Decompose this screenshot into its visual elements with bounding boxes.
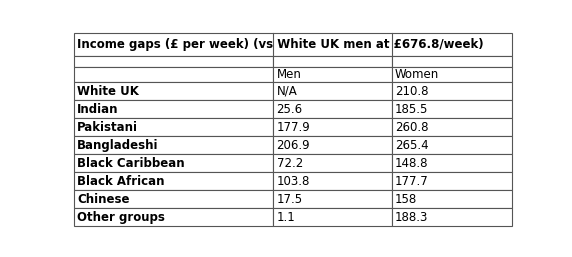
- Bar: [273, 56, 392, 67]
- Bar: [392, 56, 513, 67]
- Bar: [273, 208, 392, 226]
- Text: 188.3: 188.3: [395, 211, 428, 224]
- Bar: [74, 100, 273, 118]
- Text: 17.5: 17.5: [276, 193, 303, 206]
- Bar: [273, 82, 392, 100]
- Bar: [392, 100, 513, 118]
- Bar: [273, 118, 392, 136]
- Text: Black Caribbean: Black Caribbean: [77, 157, 185, 170]
- Text: 210.8: 210.8: [395, 85, 428, 98]
- Bar: [74, 190, 273, 208]
- Bar: [273, 67, 392, 82]
- Text: 177.7: 177.7: [395, 175, 428, 188]
- Bar: [74, 208, 273, 226]
- Bar: [74, 136, 273, 154]
- Text: 185.5: 185.5: [395, 103, 428, 116]
- Bar: [74, 172, 273, 190]
- Bar: [74, 82, 273, 100]
- Text: Chinese: Chinese: [77, 193, 129, 206]
- Text: Men: Men: [276, 68, 301, 81]
- Text: 206.9: 206.9: [276, 139, 310, 152]
- Text: 260.8: 260.8: [395, 121, 428, 134]
- Text: Indian: Indian: [77, 103, 118, 116]
- Text: Income gaps (£ per week) (vs White UK men at £676.8/week): Income gaps (£ per week) (vs White UK me…: [77, 38, 483, 51]
- Bar: [273, 136, 392, 154]
- Text: Women: Women: [395, 68, 439, 81]
- Text: 158: 158: [395, 193, 417, 206]
- Text: Bangladeshi: Bangladeshi: [77, 139, 158, 152]
- Bar: [74, 33, 513, 56]
- Text: White UK: White UK: [77, 85, 139, 98]
- Text: 148.8: 148.8: [395, 157, 428, 170]
- Bar: [273, 172, 392, 190]
- Bar: [392, 154, 513, 172]
- Bar: [392, 118, 513, 136]
- Text: 103.8: 103.8: [276, 175, 310, 188]
- Bar: [74, 56, 273, 67]
- Bar: [392, 67, 513, 82]
- Text: 1.1: 1.1: [276, 211, 295, 224]
- Bar: [392, 82, 513, 100]
- Text: 25.6: 25.6: [276, 103, 303, 116]
- Bar: [273, 100, 392, 118]
- Bar: [392, 136, 513, 154]
- Text: N/A: N/A: [276, 85, 297, 98]
- Text: 177.9: 177.9: [276, 121, 310, 134]
- Text: 72.2: 72.2: [276, 157, 303, 170]
- Bar: [392, 172, 513, 190]
- Bar: [273, 190, 392, 208]
- Bar: [74, 67, 273, 82]
- Bar: [392, 208, 513, 226]
- Bar: [74, 118, 273, 136]
- Text: Pakistani: Pakistani: [77, 121, 138, 134]
- Text: 265.4: 265.4: [395, 139, 428, 152]
- Bar: [74, 154, 273, 172]
- Bar: [392, 190, 513, 208]
- Bar: [273, 154, 392, 172]
- Text: Other groups: Other groups: [77, 211, 165, 224]
- Text: Black African: Black African: [77, 175, 164, 188]
